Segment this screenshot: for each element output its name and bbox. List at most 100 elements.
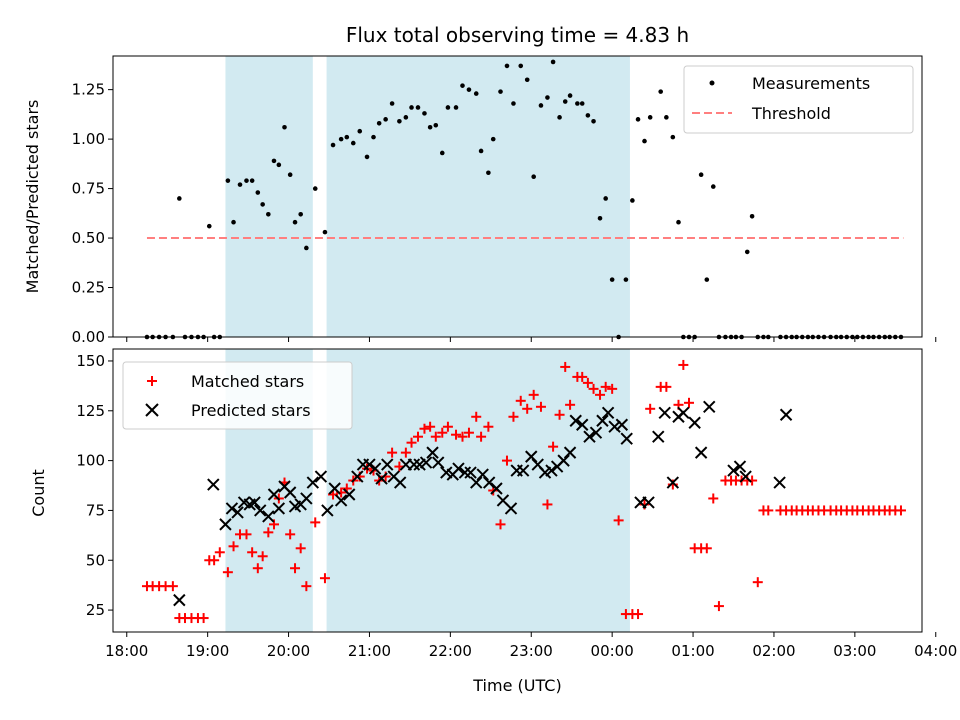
predicted-star-point [557, 454, 570, 467]
predicted-cross-b [225, 502, 239, 515]
measurement-point [292, 219, 298, 225]
matched-star-point [257, 551, 268, 562]
predicted-star-point [642, 496, 655, 509]
predicted-cross-b [306, 476, 320, 489]
predicted-star-point [219, 518, 232, 531]
predicted-star-point [426, 446, 439, 459]
measurement-point [670, 134, 676, 140]
measurement-point [676, 219, 681, 225]
predicted-cross-b [608, 420, 621, 433]
predicted-star-point [569, 414, 582, 427]
predicted-cross-b [504, 502, 518, 515]
predicted-cross-b [278, 480, 291, 493]
legend-threshold-label: Threshold [751, 104, 831, 123]
predicted-cross-b [452, 462, 465, 475]
predicted-cross-b [779, 408, 793, 421]
matched-star-point [701, 543, 712, 554]
measurement-point [255, 190, 261, 195]
predicted-star-point [652, 430, 665, 443]
predicted-star-point [393, 476, 407, 489]
measurement-point [704, 277, 710, 282]
predicted-star-point [267, 488, 281, 501]
predicted-star-point [458, 466, 472, 479]
predicted-star-point [306, 476, 320, 489]
predicted-cross-b [237, 496, 251, 509]
measurement-point [383, 117, 388, 122]
measurement-point [557, 115, 562, 120]
x-tick-label: 18:00 [105, 642, 148, 660]
observing-span-1 [225, 56, 313, 337]
predicted-cross-b [407, 458, 421, 471]
predicted-star-point [262, 510, 275, 523]
predicted-star-point [272, 502, 286, 515]
matched-star-point [290, 563, 301, 574]
predicted-cross-b [328, 482, 341, 495]
matched-star-point [167, 581, 178, 592]
predicted-cross-b [248, 496, 261, 509]
measurement-point [304, 245, 309, 251]
predicted-cross-b [576, 418, 589, 431]
matched-star-point [752, 577, 763, 588]
counts-panel-frame [112, 348, 923, 633]
predicted-star-point [563, 446, 577, 459]
predicted-star-point [328, 482, 341, 495]
matched-star-point [600, 381, 611, 392]
measurement-point [603, 196, 608, 201]
matched-star-point [515, 395, 526, 406]
predicted-cross-b [516, 464, 530, 477]
y-tick-label: 100 [76, 452, 105, 470]
measurement-point [357, 128, 363, 134]
ratio-panel-frame [112, 55, 923, 338]
measurement-point [749, 213, 755, 219]
measurement-point [371, 134, 376, 140]
predicted-cross-b [426, 446, 439, 459]
measurement-point [225, 178, 231, 183]
matched-star-point [613, 515, 624, 526]
predicted-cross-b [615, 418, 629, 431]
matched-star-point [508, 411, 519, 422]
measurement-point [350, 140, 356, 146]
matched-star-point [713, 601, 724, 612]
measurement-point [664, 115, 669, 120]
predicted-cross-b [283, 486, 297, 499]
predicted-cross-b [300, 492, 313, 505]
predicted-cross-b [351, 470, 364, 483]
matched-star-point [476, 431, 487, 442]
measurement-point [486, 170, 491, 176]
observing-span-2 [326, 349, 630, 632]
matched-star-point [263, 527, 274, 538]
predicted-star-point [727, 464, 740, 477]
measurement-point [498, 89, 503, 94]
measurement-point [231, 219, 236, 225]
measurement-point [244, 178, 249, 183]
predicted-cross-b [557, 454, 570, 467]
matched-star-point [542, 499, 553, 510]
measurement-point [550, 59, 556, 65]
matched-star-point [495, 519, 506, 530]
matched-star-point [595, 389, 606, 400]
predicted-cross-b [677, 406, 690, 419]
predicted-star-point [589, 426, 603, 439]
predicted-cross-b [314, 470, 328, 483]
matched-star-point [565, 399, 576, 410]
predicted-cross-b [254, 504, 267, 517]
ratio-y-axis-label: Matched/Predicted stars [23, 100, 42, 294]
ratio-legend-box [683, 65, 914, 134]
measurement-point [545, 95, 550, 100]
x-tick-label: 23:00 [510, 642, 553, 660]
measurement-point [445, 105, 451, 110]
matched-star-point [501, 455, 512, 466]
measurement-point [415, 105, 421, 110]
measurement-point [282, 124, 287, 130]
predicted-cross-b [432, 456, 445, 469]
predicted-star-point [703, 400, 716, 414]
measurement-point [287, 172, 293, 178]
matched-star-point [406, 437, 417, 448]
legend-matched-label: Matched stars [191, 372, 304, 391]
y-tick-label: 0.25 [72, 279, 105, 297]
predicted-cross-b [563, 446, 577, 459]
matched-star-point [222, 567, 233, 578]
predicted-cross-b [334, 494, 348, 507]
matched-star-point [241, 529, 252, 540]
